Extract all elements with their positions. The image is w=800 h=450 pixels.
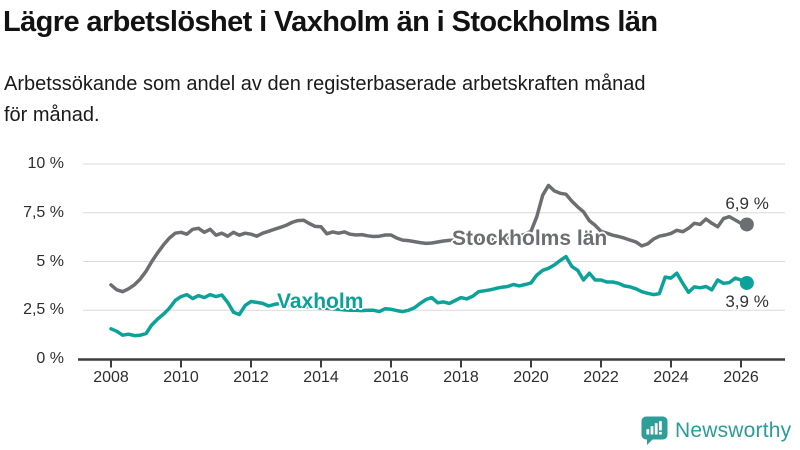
bar-chart-glyph	[646, 421, 662, 435]
newsworthy-wordmark: Newsworthy	[675, 418, 792, 442]
chart-title: Lägre arbetslöshet i Vaxholm än i Stockh…	[3, 6, 658, 38]
series-end-dot	[739, 217, 754, 232]
chart-subtitle-line: för månad.	[4, 104, 100, 126]
series-end-dot	[739, 275, 754, 290]
series-line-stockholms-lan	[109, 183, 749, 294]
chart-subtitle: Arbetssökande som andel av den registerb…	[4, 69, 794, 131]
newsworthy-logo[interactable]: Newsworthy	[641, 416, 791, 445]
chart-subtitle-line: Arbetssökande som andel av den registerb…	[4, 73, 646, 95]
newsworthy-icon	[641, 416, 668, 445]
speech-bubble-shape	[641, 416, 668, 445]
series-line-vaxholm	[109, 254, 749, 338]
